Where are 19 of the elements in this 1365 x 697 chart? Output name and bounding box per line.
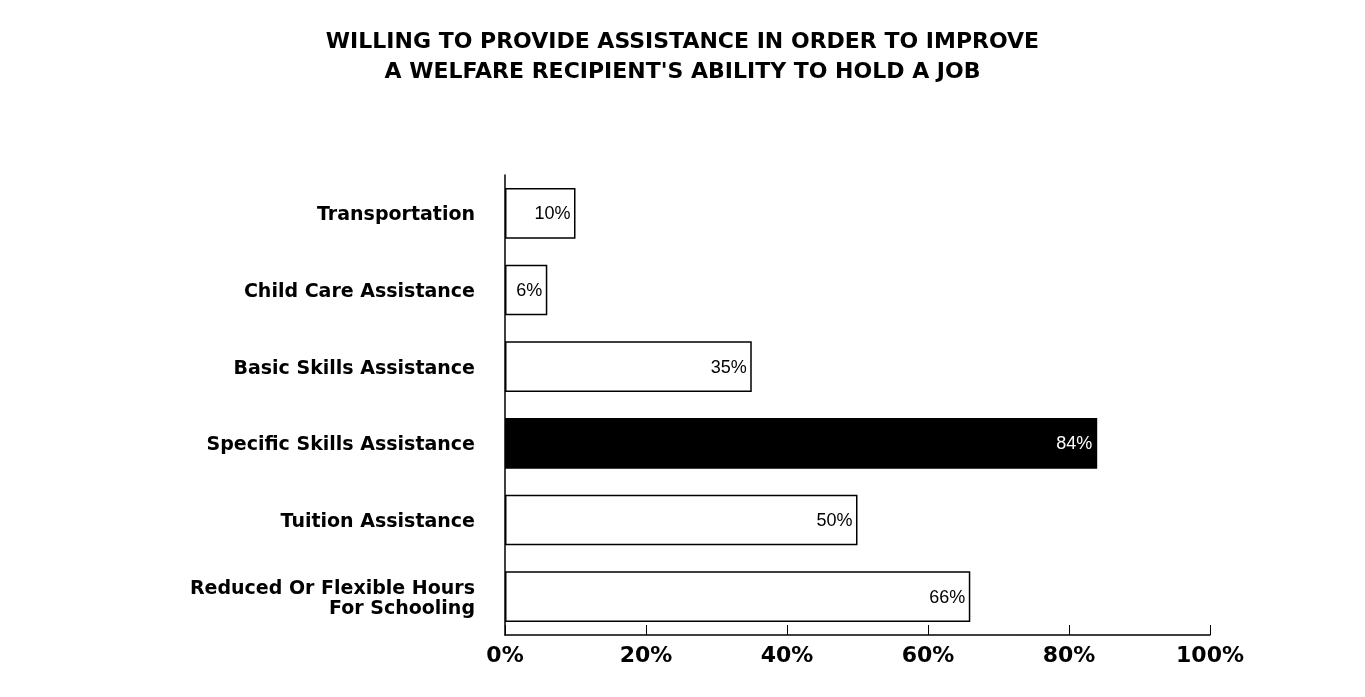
x-tick-label: 40% xyxy=(760,641,814,667)
y-tick-label: Specific Skills Assistance xyxy=(206,432,475,455)
data-label: 50% xyxy=(816,510,853,530)
data-label: 35% xyxy=(710,356,747,377)
x-tick-label: 60% xyxy=(901,641,955,667)
x-tick-label: 80% xyxy=(1042,641,1096,667)
data-label: 6% xyxy=(516,280,543,300)
data-label: 84% xyxy=(1056,433,1093,454)
y-tick-label: Reduced Or Flexible Hours For Schooling xyxy=(189,575,475,618)
x-tick-label: 100% xyxy=(1176,641,1244,667)
data-label: 10% xyxy=(534,203,571,224)
y-tick-label: Transportation xyxy=(316,202,475,225)
y-tick-label: Child Care Assistance xyxy=(243,279,475,301)
x-tick-label: 20% xyxy=(619,641,673,667)
x-tick-label: 0% xyxy=(486,641,524,667)
chart-title: WILLING TO PROVIDE ASSISTANCE IN ORDER TO IMPROVE A WELFARE RECIPIENT'S ABILITY TO HOLD A JOB xyxy=(325,27,1040,83)
data-label: 66% xyxy=(929,586,966,607)
y-tick-label: Basic Skills Assistance xyxy=(233,355,475,378)
y-tick-label: Tuition Assistance xyxy=(280,509,475,531)
